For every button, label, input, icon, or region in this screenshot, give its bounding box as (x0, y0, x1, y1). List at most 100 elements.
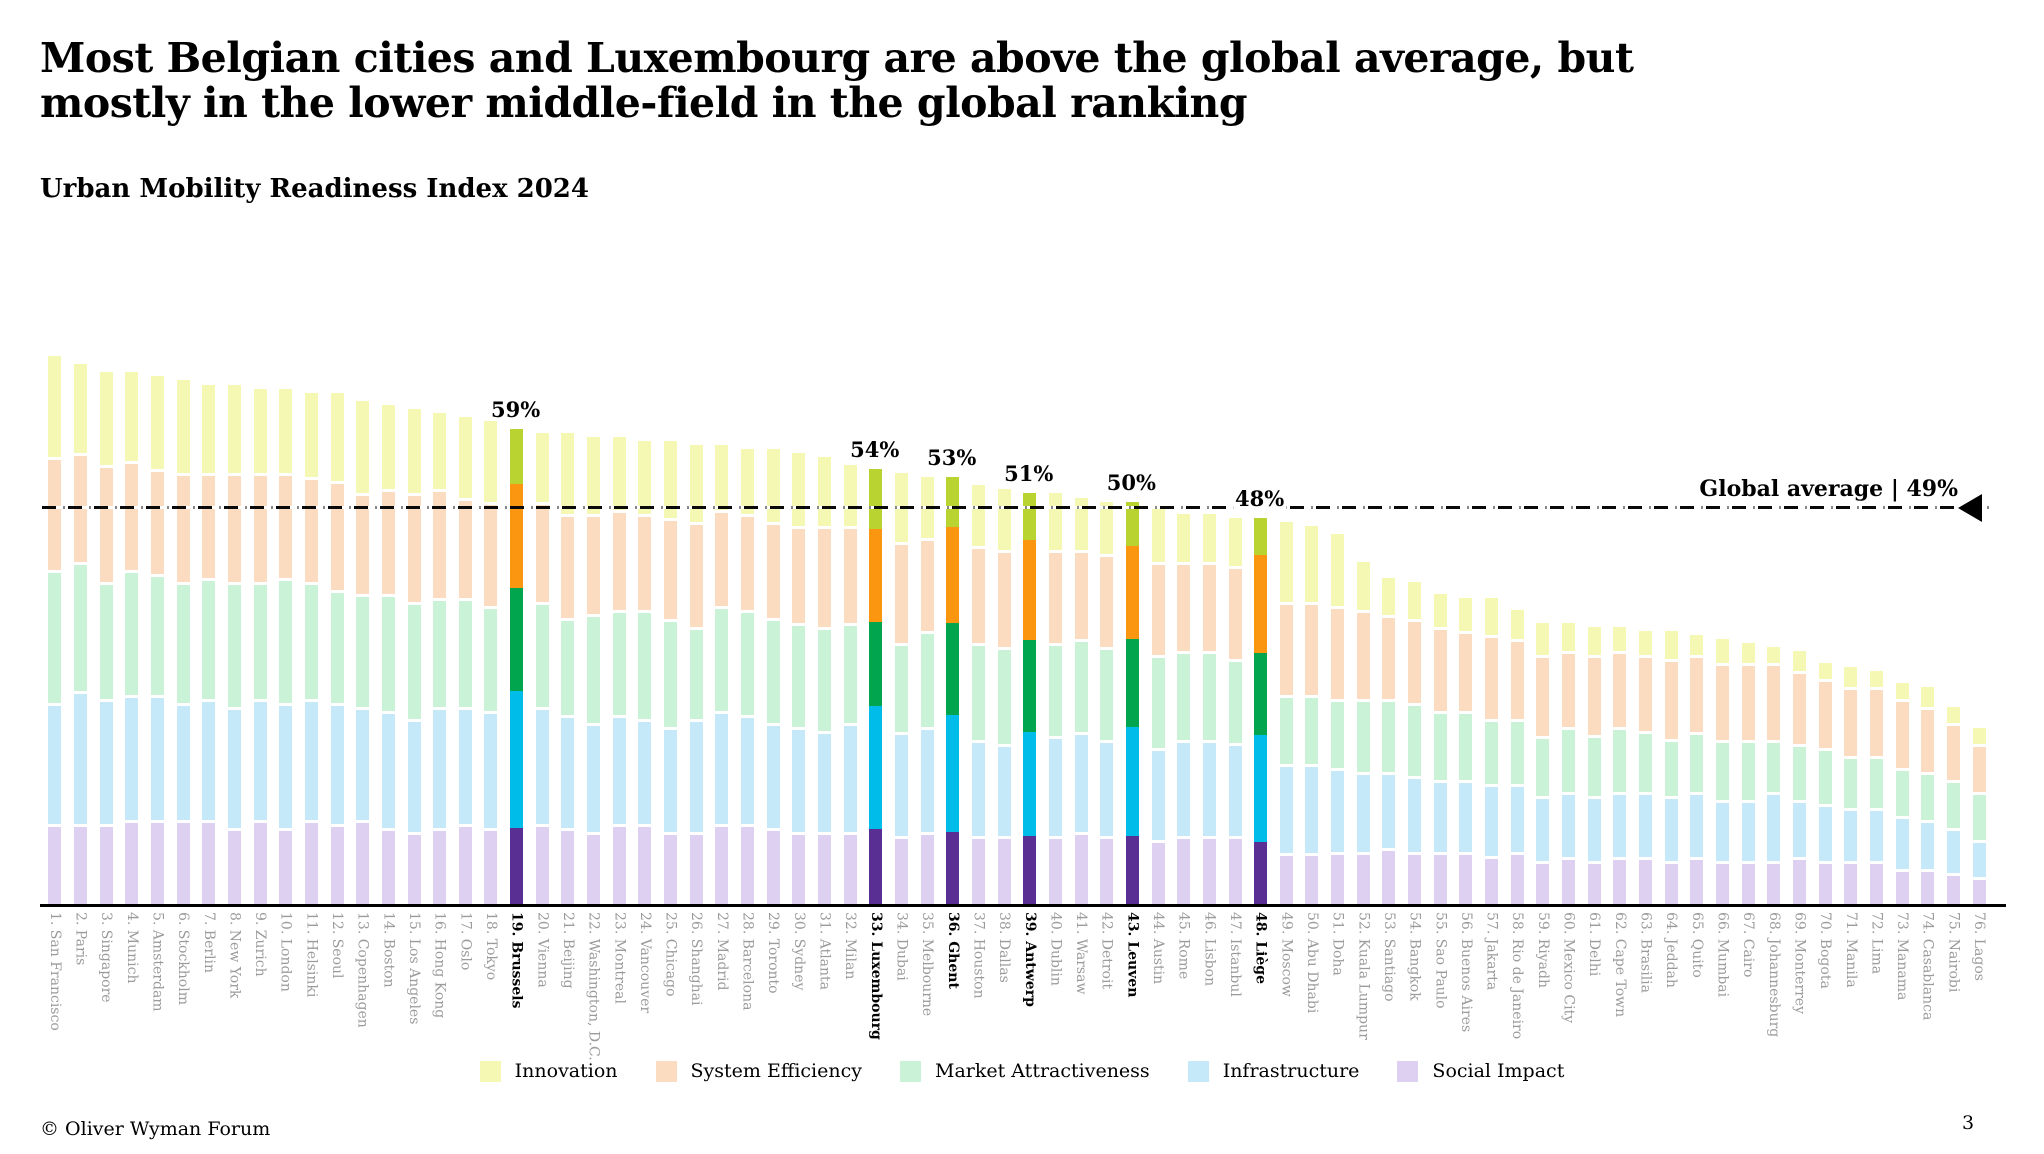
city-label-slot: 66. Mumbai (1710, 912, 1736, 997)
bar-segment-infrastructure (971, 739, 985, 837)
city-label: 64. Jeddah (1663, 912, 1680, 988)
bar-segment-infrastructure (1408, 775, 1422, 853)
city-label: 74. Casablanca (1919, 912, 1936, 1021)
bar-segment-social-impact (869, 829, 883, 905)
bar-segment-market-attractiveness (1023, 639, 1037, 732)
bar-segment-infrastructure (1177, 739, 1191, 837)
bar-segment-infrastructure (1202, 739, 1216, 837)
city-label: 14. Boston (380, 912, 397, 988)
bar-segment-social-impact (1664, 860, 1678, 905)
bar-segment-innovation (48, 356, 62, 458)
bar-segment-innovation (1023, 493, 1037, 541)
global-average-label: Global average | 49% (1699, 476, 1958, 502)
city-label-slot: 28. Barcelona (735, 912, 761, 1010)
score-label: 48% (1233, 485, 1287, 511)
bar-segment-social-impact (330, 824, 344, 905)
bar-segment-social-impact (1972, 876, 1986, 905)
bar-slot (170, 325, 196, 905)
city-bar (1100, 501, 1114, 906)
city-bar (356, 400, 370, 905)
bar-segment-market-attractiveness (125, 570, 139, 696)
bar-slot (273, 325, 299, 905)
city-label-slot: 13. Copenhagen (350, 912, 376, 1028)
bar-slot (1504, 325, 1530, 905)
bar-segment-system-efficiency (1972, 743, 1986, 792)
bar-segment-system-efficiency (1356, 610, 1370, 700)
city-bar (99, 372, 113, 905)
bar-slot (1581, 325, 1607, 905)
bar-segment-infrastructure (1613, 792, 1627, 857)
bar-segment-infrastructure (99, 699, 113, 825)
bar-segment-market-attractiveness (535, 602, 549, 708)
city-label: 31. Atlanta (816, 912, 833, 991)
bar-segment-innovation (433, 412, 447, 490)
bar-segment-innovation (715, 445, 729, 510)
bar-segment-market-attractiveness (1254, 653, 1268, 735)
city-label: 73. Manama (1894, 912, 1911, 1001)
bar-segment-social-impact (1023, 836, 1037, 905)
bar-segment-social-impact (792, 832, 806, 905)
bar-segment-innovation (1125, 501, 1139, 546)
bar-segment-innovation (535, 432, 549, 502)
bar-segment-innovation (381, 404, 395, 490)
bar-segment-system-efficiency (997, 549, 1011, 647)
bar-slot (837, 325, 863, 905)
bar-segment-innovation (971, 485, 985, 546)
bar-segment-innovation (1382, 578, 1396, 615)
bar-segment-system-efficiency (1664, 658, 1678, 740)
bar-slot (786, 325, 812, 905)
bar-slot (93, 325, 119, 905)
bar-segment-infrastructure (1228, 743, 1242, 837)
city-label-slot: 60. Mexico City (1556, 912, 1582, 1023)
bar-slot (1684, 325, 1710, 905)
bar-segment-innovation (1356, 562, 1370, 611)
bar-segment-social-impact (1228, 836, 1242, 905)
bar-segment-social-impact (535, 824, 549, 905)
city-bar (1048, 493, 1062, 905)
bar-segment-infrastructure (792, 727, 806, 833)
bar-slot (145, 325, 171, 905)
bar-segment-innovation (458, 416, 472, 498)
bar-segment-system-efficiency (1741, 662, 1755, 740)
bar-segment-market-attractiveness (304, 582, 318, 700)
bar-segment-system-efficiency (1254, 554, 1268, 654)
score-label: 59% (488, 396, 543, 422)
bar-segment-market-attractiveness (715, 606, 729, 712)
bar-segment-social-impact (971, 836, 985, 905)
bar-segment-market-attractiveness (638, 610, 652, 720)
bar-slot (453, 325, 479, 905)
bar-segment-innovation (1177, 513, 1191, 562)
city-label: 22. Washington, D.C. (585, 912, 602, 1061)
bar-segment-infrastructure (227, 707, 241, 829)
city-label-slot: 57. Jakarta (1479, 912, 1505, 990)
bar-segment-social-impact (1715, 860, 1729, 905)
bar-segment-market-attractiveness (330, 590, 344, 704)
city-bar (561, 432, 575, 905)
bar-segment-innovation (125, 372, 139, 462)
bar-segment-innovation (1844, 666, 1858, 688)
bar-segment-infrastructure (330, 703, 344, 825)
bar-segment-infrastructure (741, 715, 755, 825)
bar-slot (247, 325, 273, 905)
city-bar (1433, 594, 1447, 905)
city-label-slot: 63. Brasilia (1633, 912, 1659, 993)
score-label: 51% (1002, 461, 1056, 487)
city-label-slot: 55. Sao Paulo (1427, 912, 1453, 1009)
bar-segment-market-attractiveness (1408, 703, 1422, 776)
bar-segment-social-impact (433, 828, 447, 905)
city-bar: 48% (1233, 487, 1287, 905)
bar-segment-market-attractiveness (202, 578, 216, 700)
bar-segment-infrastructure (176, 703, 190, 821)
bar-slot (427, 325, 453, 905)
page-title-line1: Most Belgian cities and Luxembourg are a… (40, 34, 1634, 82)
bar-segment-social-impact (1562, 856, 1576, 905)
bar-segment-system-efficiency (843, 525, 857, 623)
bar-slot: 59% (488, 325, 543, 905)
bar-segment-market-attractiveness (664, 618, 678, 728)
city-bar (1074, 497, 1088, 905)
city-bar (48, 356, 62, 905)
bar-segment-innovation (1715, 638, 1729, 663)
city-label-slot: 44. Austin (1145, 912, 1171, 984)
bar-segment-market-attractiveness (381, 594, 395, 712)
city-bar (971, 485, 985, 905)
